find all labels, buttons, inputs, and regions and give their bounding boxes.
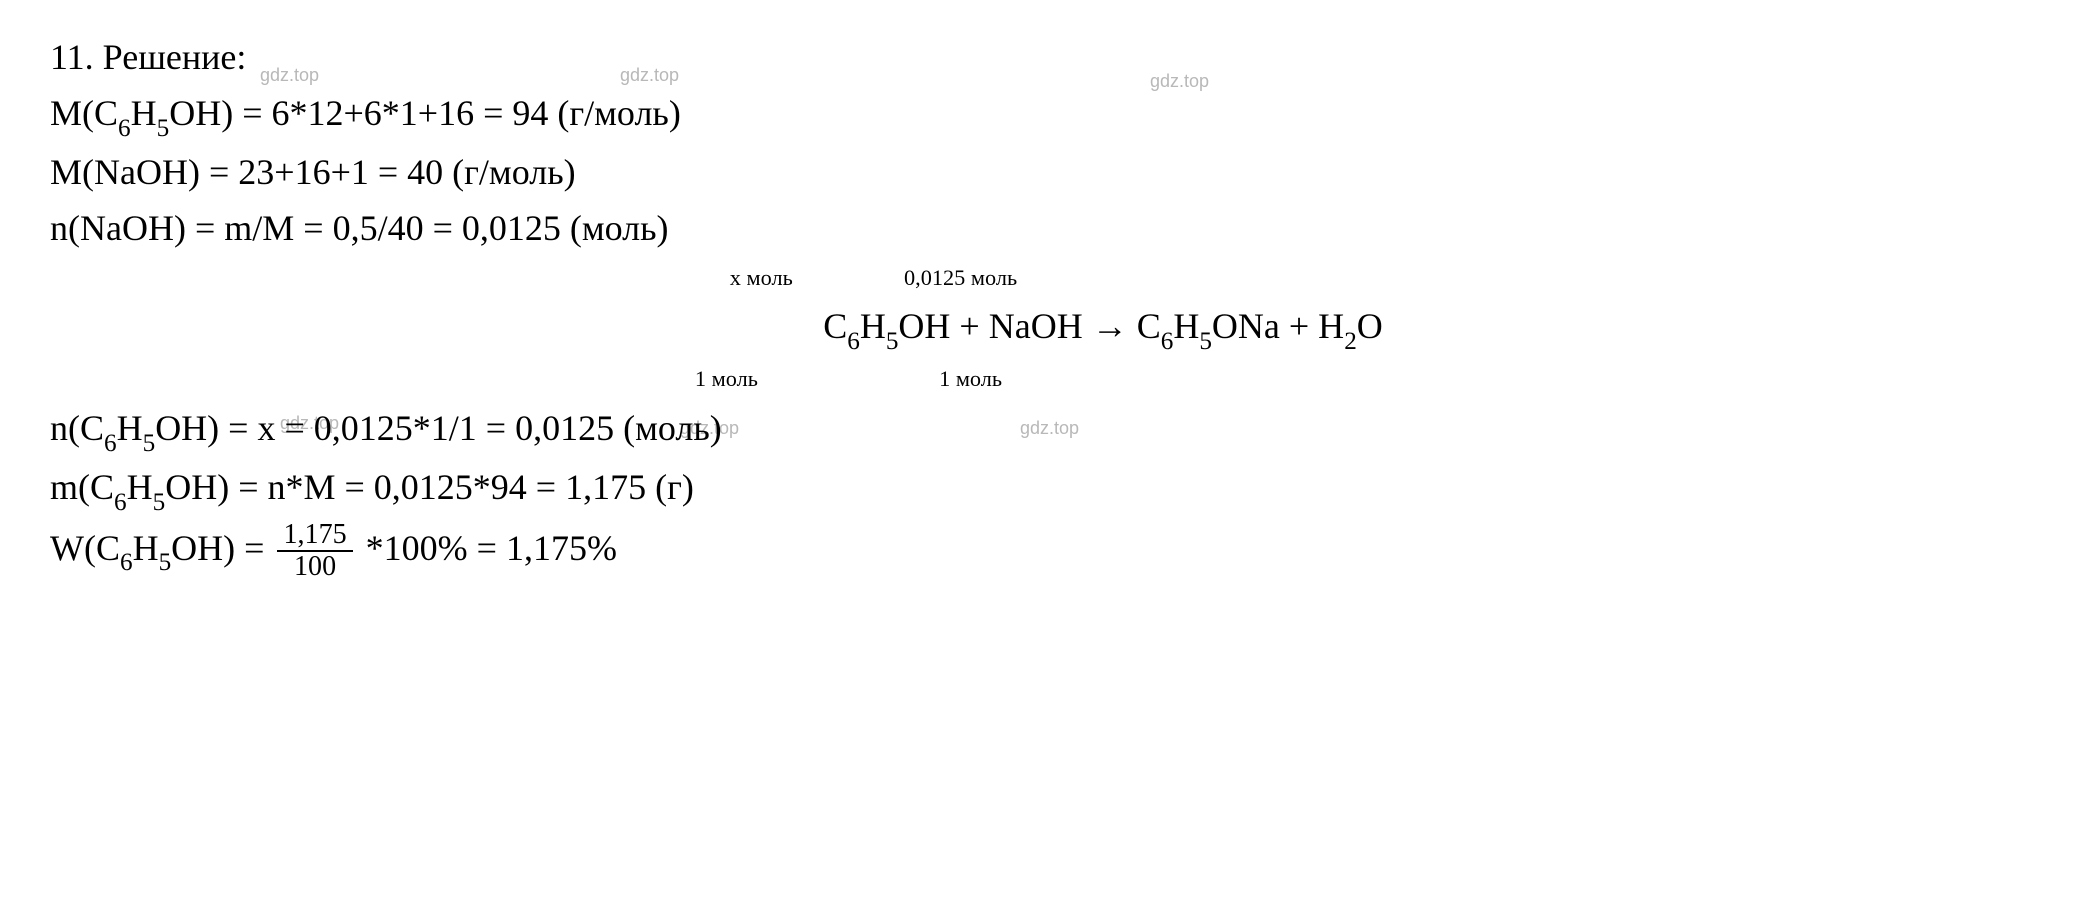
moles-phenol: n(C6H5OH) = x = 0,0125*1/1 = 0,0125 (мол… bbox=[50, 401, 2027, 460]
equation-bottom-annotation: 1 моль 1 моль bbox=[50, 362, 2027, 397]
molar-mass-phenol: M(C6H5OH) = 6*12+6*1+16 = 94 (г/моль) bbox=[50, 86, 2027, 145]
text: W(C bbox=[50, 528, 120, 568]
text: n(C bbox=[50, 408, 104, 448]
one-mol-label: 1 моль bbox=[695, 366, 758, 391]
fraction-numerator: 1,175 bbox=[277, 520, 352, 553]
text: H bbox=[1173, 306, 1199, 346]
molar-mass-naoh: M(NaOH) = 23+16+1 = 40 (г/моль) bbox=[50, 145, 2027, 201]
text: H bbox=[133, 528, 159, 568]
subscript: 6 bbox=[104, 430, 117, 457]
text: OH + NaOH → C bbox=[898, 306, 1160, 346]
text: ONa + H bbox=[1212, 306, 1344, 346]
subscript: 6 bbox=[118, 115, 131, 142]
text: H bbox=[860, 306, 886, 346]
text: M(C bbox=[50, 93, 118, 133]
mass-fraction-phenol: W(C6H5OH) = 1,175100 *100% = 1,175% bbox=[50, 520, 2027, 584]
problem-number: 11. bbox=[50, 37, 94, 77]
subscript: 5 bbox=[159, 549, 172, 576]
text: OH) = x = 0,0125*1/1 = 0,0125 (моль) bbox=[155, 408, 722, 448]
subscript: 5 bbox=[143, 430, 156, 457]
subscript: 5 bbox=[886, 328, 899, 355]
title-line: 11. Решение: bbox=[50, 30, 2027, 86]
mass-phenol: m(C6H5OH) = n*M = 0,0125*94 = 1,175 (г) bbox=[50, 460, 2027, 519]
x-mol-label: x моль bbox=[730, 265, 793, 290]
moles-naoh: n(NaOH) = m/M = 0,5/40 = 0,0125 (моль) bbox=[50, 201, 2027, 257]
text: OH) = bbox=[171, 528, 273, 568]
subscript: 5 bbox=[153, 489, 166, 516]
subscript: 6 bbox=[120, 549, 133, 576]
subscript: 6 bbox=[1161, 328, 1174, 355]
subscript: 5 bbox=[157, 115, 170, 142]
text: OH) = 6*12+6*1+16 = 94 (г/моль) bbox=[169, 93, 681, 133]
text: H bbox=[117, 408, 143, 448]
text: O bbox=[1357, 306, 1383, 346]
subscript: 2 bbox=[1344, 328, 1357, 355]
text: C bbox=[823, 306, 847, 346]
text: *100% = 1,175% bbox=[357, 528, 617, 568]
one-mol-label: 1 моль bbox=[939, 366, 1002, 391]
text: n(NaOH) = m/M = 0,5/40 = 0,0125 (моль) bbox=[50, 208, 669, 248]
text: M(NaOH) = 23+16+1 = 40 (г/моль) bbox=[50, 152, 576, 192]
text: H bbox=[131, 93, 157, 133]
fraction: 1,175100 bbox=[277, 520, 352, 584]
equation-top-annotation: x моль 0,0125 моль bbox=[50, 261, 2027, 296]
fraction-denominator: 100 bbox=[277, 552, 352, 583]
text: OH) = n*M = 0,0125*94 = 1,175 (г) bbox=[165, 467, 694, 507]
subscript: 6 bbox=[847, 328, 860, 355]
n-mol-label: 0,0125 моль bbox=[904, 265, 1017, 290]
chemical-equation: C6H5OH + NaOH → C6H5ONa + H2O bbox=[50, 299, 2027, 358]
subscript: 6 bbox=[114, 489, 127, 516]
subscript: 5 bbox=[1199, 328, 1212, 355]
text: m(C bbox=[50, 467, 114, 507]
text: H bbox=[127, 467, 153, 507]
solution-label: Решение: bbox=[103, 37, 247, 77]
